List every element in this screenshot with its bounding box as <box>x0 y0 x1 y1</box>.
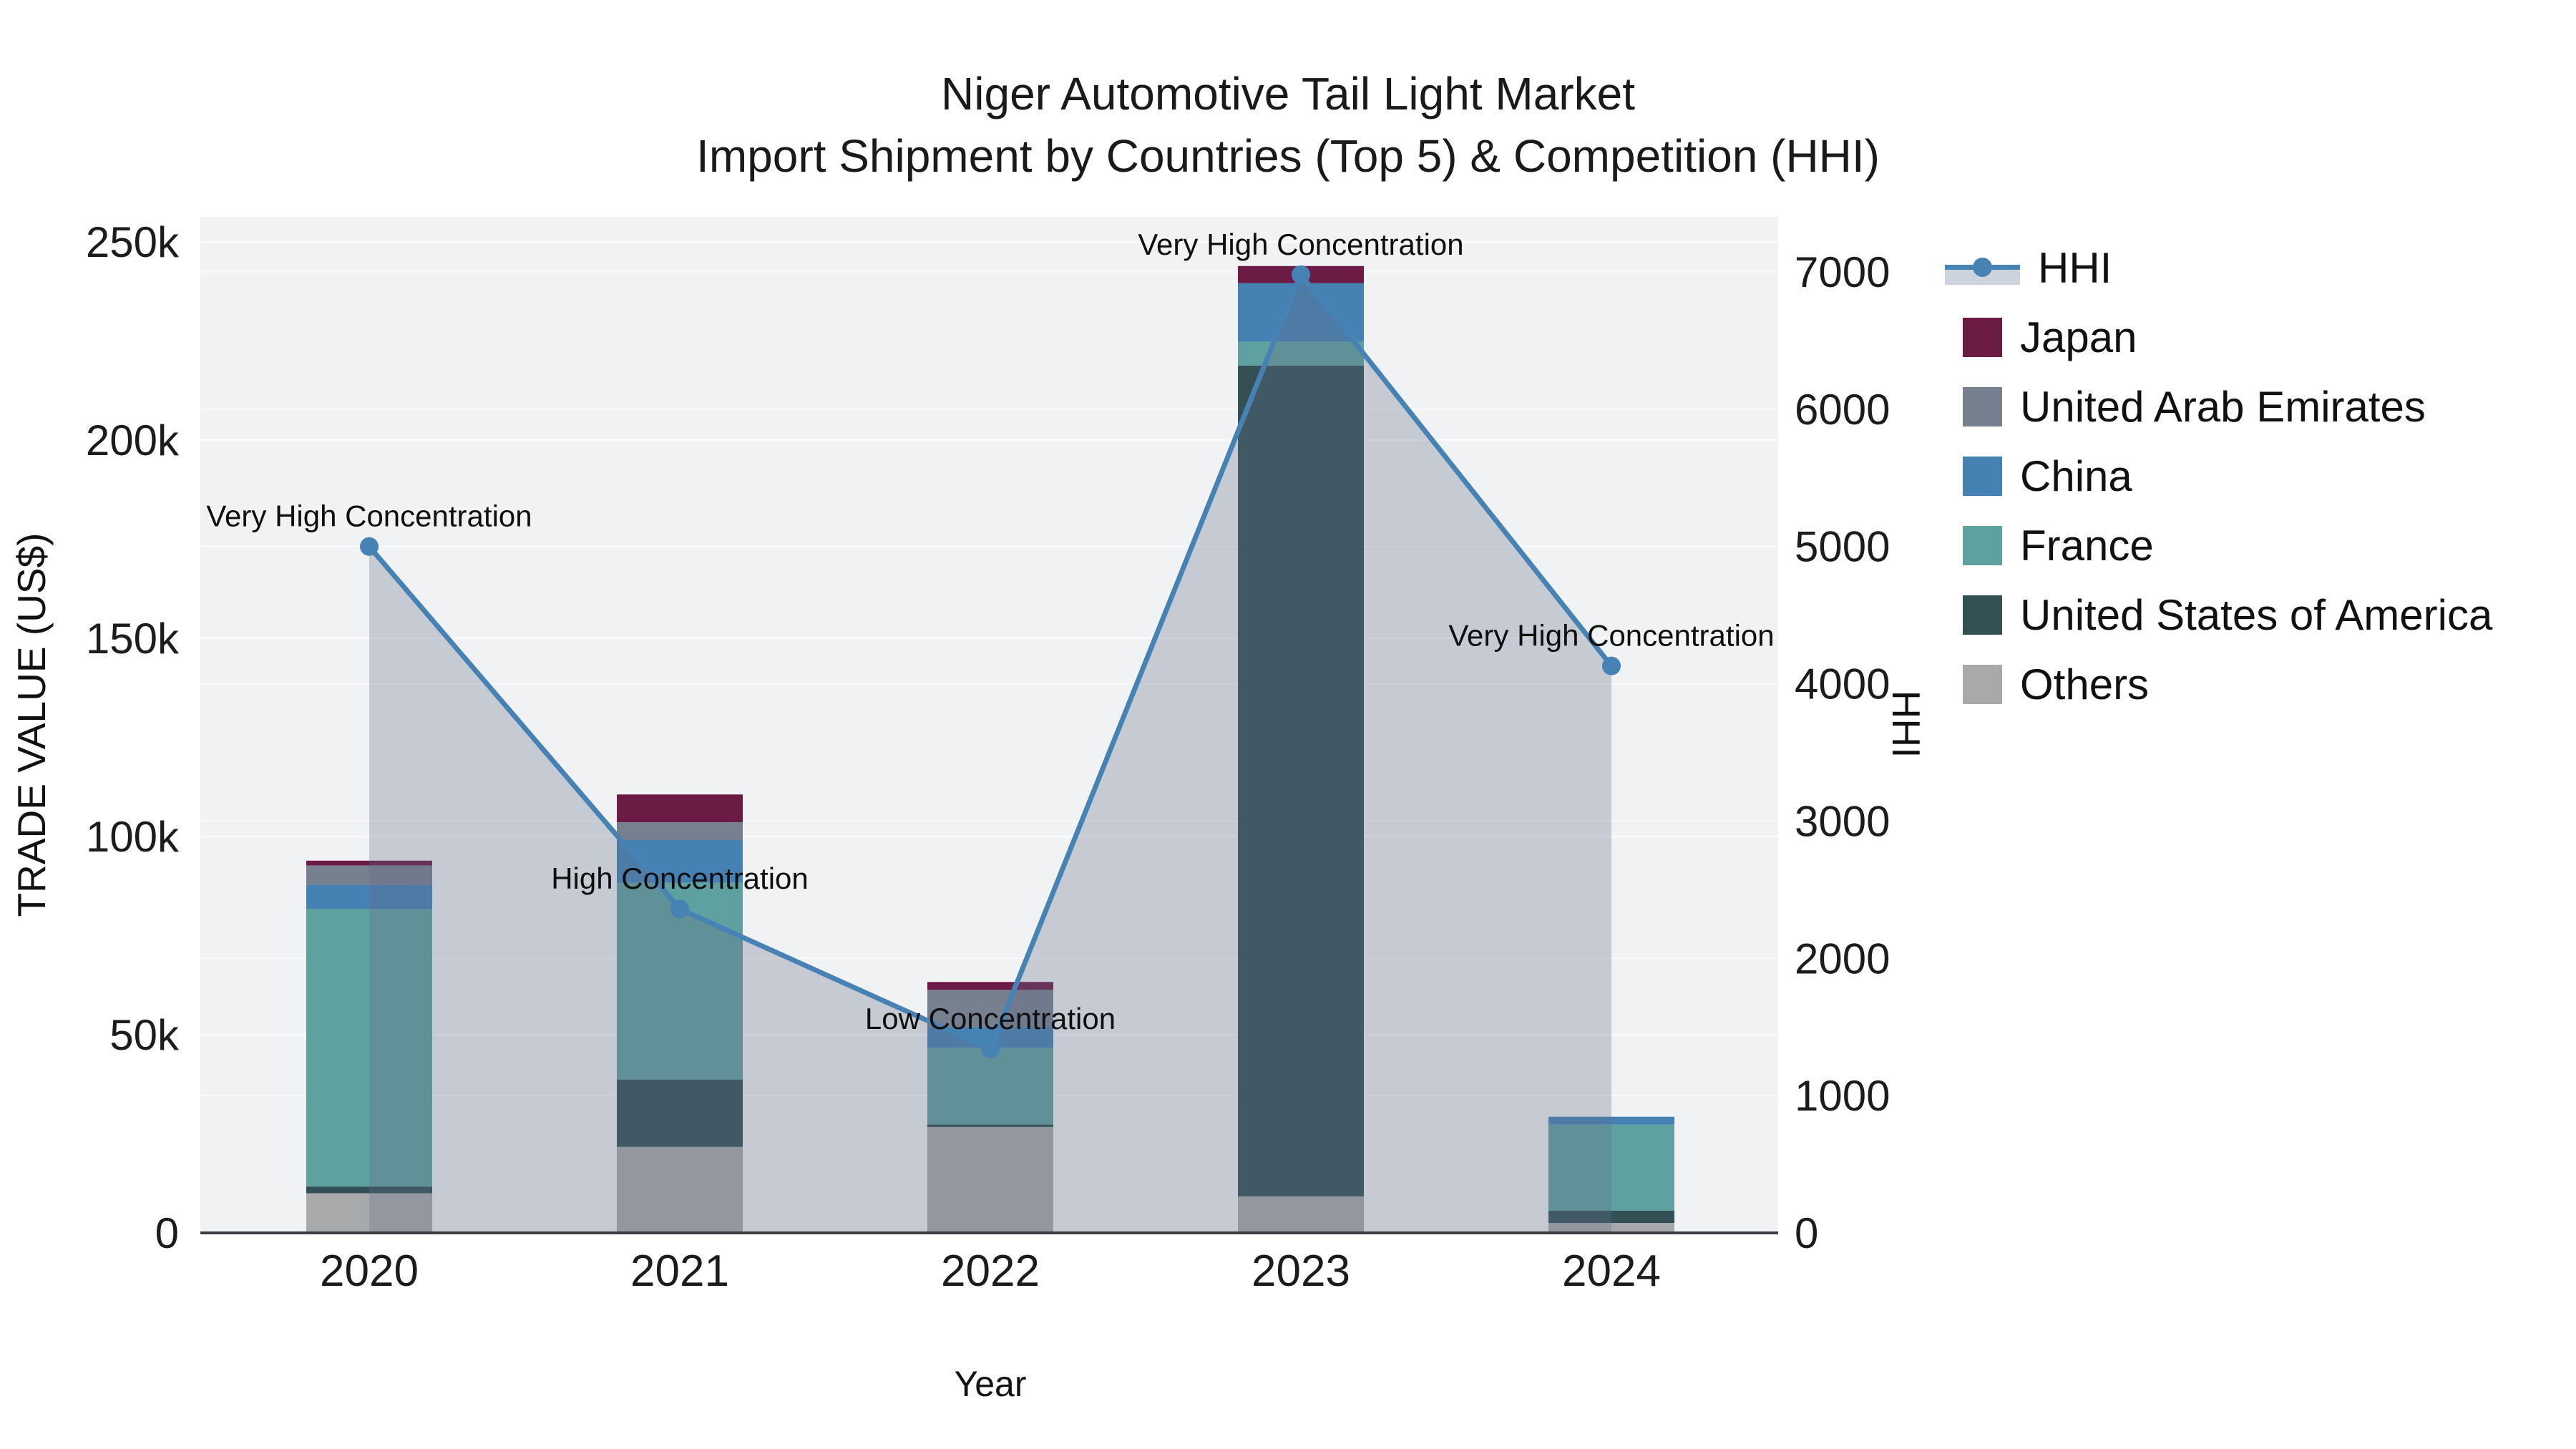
x-tick-2021: 2021 <box>630 1246 729 1296</box>
bar-segment-2021-united-states-of-america <box>617 1079 743 1147</box>
hhi-marker-2021 <box>670 899 689 919</box>
bar-segment-2024-others <box>1548 1223 1674 1233</box>
bar-segment-2022-united-arab-emirates <box>927 990 1053 1028</box>
y-right-tick-4000: 4000 <box>1795 660 1890 708</box>
bar-segment-2020-france <box>306 909 432 1187</box>
y-right-tick-1000: 1000 <box>1795 1072 1890 1120</box>
bar-segment-2024-france <box>1548 1124 1674 1211</box>
hhi-marker-2024 <box>1602 656 1621 675</box>
legend-item-china[interactable]: China <box>1945 441 2492 511</box>
bar-segment-2024-united-states-of-america <box>1548 1210 1674 1224</box>
legend-swatch-icon <box>1963 387 2002 426</box>
annotation-2024: Very High Concentration <box>1448 619 1774 653</box>
legend-item-united-arab-emirates[interactable]: United Arab Emirates <box>1945 372 2492 441</box>
y-axis-right-title: HHI <box>1884 690 1928 758</box>
legend-swatch-icon <box>1963 318 2002 357</box>
legend-swatch-icon <box>1963 595 2002 635</box>
chart-title-line1: Niger Automotive Tail Light Market <box>941 68 1635 119</box>
y-left-tick-100k: 100k <box>86 813 180 861</box>
bar-segment-2021-japan <box>617 794 743 823</box>
y-left-tick-250k: 250k <box>86 218 180 266</box>
legend-item-united-states-of-america[interactable]: United States of America <box>1945 580 2492 650</box>
bar-segment-2020-united-states-of-america <box>306 1186 432 1194</box>
x-axis-title: Year <box>954 1364 1027 1404</box>
legend-label: Japan <box>2020 313 2137 361</box>
bar-segment-2024-china <box>1548 1116 1674 1125</box>
legend-label: United States of America <box>2020 591 2493 639</box>
chart-title-line2: Import Shipment by Countries (Top 5) & C… <box>696 130 1880 182</box>
y-right-tick-2000: 2000 <box>1795 935 1890 982</box>
annotation-2020: Very High Concentration <box>206 499 532 533</box>
bar-segment-2020-others <box>306 1193 432 1233</box>
y-left-tick-200k: 200k <box>86 416 180 464</box>
bar-segment-2021-united-arab-emirates <box>617 822 743 840</box>
legend-swatch-icon <box>1963 665 2002 704</box>
y-right-tick-5000: 5000 <box>1795 523 1890 571</box>
y-right-tick-7000: 7000 <box>1795 248 1890 296</box>
legend-label: Others <box>2020 660 2150 708</box>
annotation-2023: Very High Concentration <box>1138 228 1463 261</box>
legend-swatch-icon <box>1963 457 2002 496</box>
legend-item-japan[interactable]: Japan <box>1945 303 2492 372</box>
hhi-marker-2022 <box>981 1039 1000 1058</box>
legend-swatch-icon <box>1963 526 2002 565</box>
y-axis-left-title: TRADE VALUE (US$) <box>9 532 54 917</box>
y-left-tick-150k: 150k <box>86 615 180 663</box>
chart-title: Niger Automotive Tail Light Market Impor… <box>0 63 2576 187</box>
legend-label: France <box>2020 522 2154 570</box>
legend-label: United Arab Emirates <box>2020 383 2426 431</box>
bar-segment-2023-china <box>1238 283 1364 342</box>
bar-segment-2020-japan <box>306 860 432 866</box>
bar-segment-2023-united-states-of-america <box>1238 365 1364 1197</box>
bar-segment-2020-china <box>306 884 432 909</box>
y-left-tick-0: 0 <box>155 1209 179 1257</box>
x-tick-2022: 2022 <box>941 1246 1040 1296</box>
hhi-marker-2020 <box>360 537 379 556</box>
annotation-2022: Low Concentration <box>865 1002 1116 1035</box>
bar-segment-2023-others <box>1238 1196 1364 1233</box>
bar-segment-2022-others <box>927 1127 1053 1233</box>
hhi-legend-sample-icon <box>1945 248 2020 288</box>
legend-item-hhi[interactable]: HHI <box>1945 233 2492 303</box>
annotation-2021: High Concentration <box>551 862 809 895</box>
legend-item-others[interactable]: Others <box>1945 650 2492 719</box>
legend-label: China <box>2020 452 2132 500</box>
hhi-area-fill <box>369 274 1611 1233</box>
y-right-tick-3000: 3000 <box>1795 797 1890 845</box>
bar-segment-2022-japan <box>927 982 1053 990</box>
bar-segment-2022-united-states-of-america <box>927 1124 1053 1128</box>
y-right-tick-0: 0 <box>1795 1209 1818 1257</box>
x-tick-2023: 2023 <box>1252 1246 1350 1296</box>
y-right-tick-6000: 6000 <box>1795 386 1890 434</box>
x-tick-2024: 2024 <box>1562 1246 1661 1296</box>
bar-segment-2021-others <box>617 1146 743 1233</box>
bar-segment-2022-france <box>927 1048 1053 1125</box>
legend: HHI Japan United Arab Emirates China France U… <box>1945 233 2492 719</box>
hhi-marker-2023 <box>1292 265 1310 284</box>
legend-item-france[interactable]: France <box>1945 511 2492 580</box>
y-left-tick-50k: 50k <box>109 1011 180 1059</box>
legend-label: HHI <box>2038 244 2112 292</box>
bar-segment-2020-united-arab-emirates <box>306 865 432 885</box>
x-tick-2020: 2020 <box>320 1246 419 1296</box>
bar-segment-2023-france <box>1238 341 1364 366</box>
